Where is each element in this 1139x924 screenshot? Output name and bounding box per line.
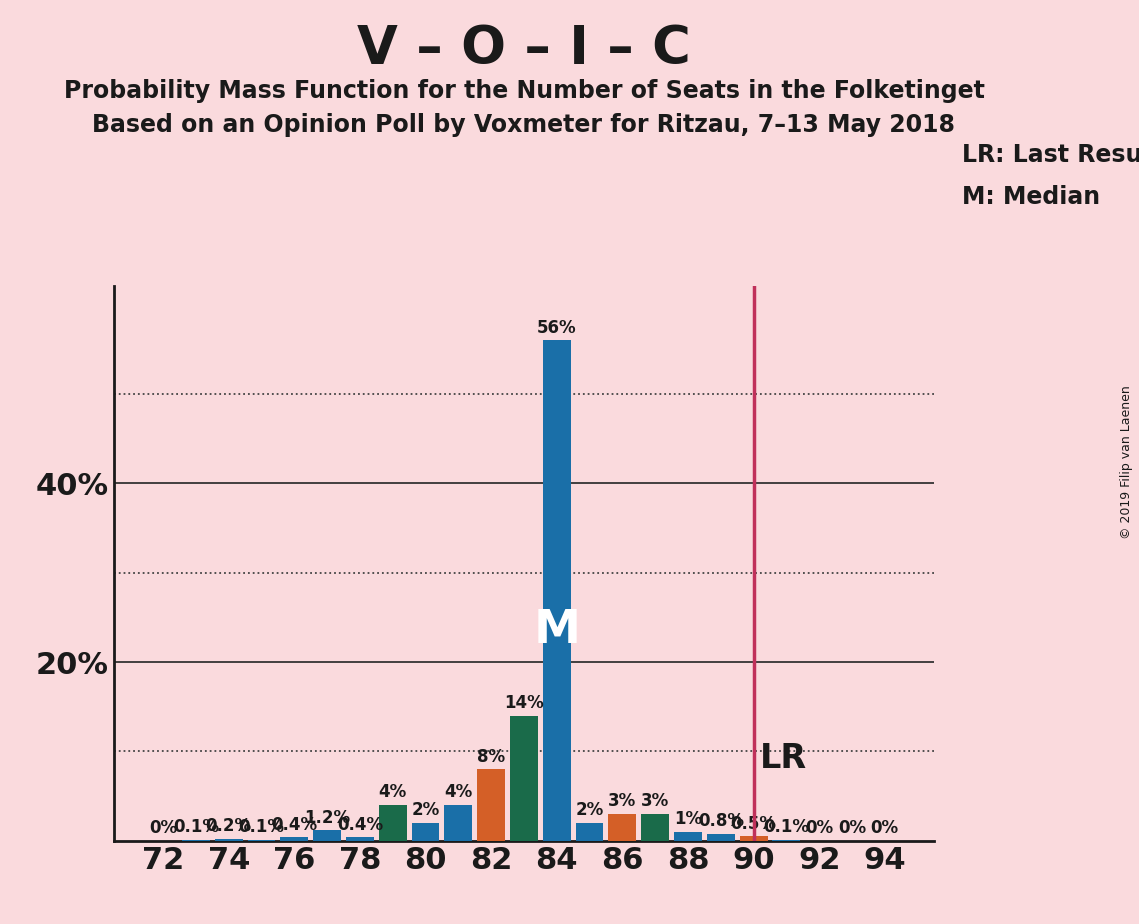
Bar xyxy=(280,837,309,841)
Text: 0%: 0% xyxy=(149,820,178,837)
Text: LR: LR xyxy=(760,742,808,775)
Text: 3%: 3% xyxy=(641,793,670,810)
Text: 0.1%: 0.1% xyxy=(763,819,810,836)
Text: Probability Mass Function for the Number of Seats in the Folketinget: Probability Mass Function for the Number… xyxy=(64,79,984,103)
Bar xyxy=(215,839,243,841)
Bar xyxy=(707,833,735,841)
Bar xyxy=(739,836,768,841)
Text: V – O – I – C: V – O – I – C xyxy=(357,23,691,75)
Bar xyxy=(641,814,669,841)
Bar xyxy=(575,823,604,841)
Text: 0.2%: 0.2% xyxy=(206,818,252,835)
Text: 0.4%: 0.4% xyxy=(271,816,318,833)
Bar xyxy=(313,830,341,841)
Text: © 2019 Filip van Laenen: © 2019 Filip van Laenen xyxy=(1121,385,1133,539)
Text: 8%: 8% xyxy=(477,748,506,766)
Text: 0.1%: 0.1% xyxy=(173,819,219,836)
Bar xyxy=(510,716,538,841)
Text: 4%: 4% xyxy=(444,784,473,801)
Bar xyxy=(346,837,374,841)
Text: 0.8%: 0.8% xyxy=(698,812,744,830)
Bar xyxy=(608,814,637,841)
Bar xyxy=(674,832,702,841)
Text: 4%: 4% xyxy=(378,784,407,801)
Text: 1.2%: 1.2% xyxy=(304,808,350,827)
Text: Based on an Opinion Poll by Voxmeter for Ritzau, 7–13 May 2018: Based on an Opinion Poll by Voxmeter for… xyxy=(92,113,956,137)
Text: 1%: 1% xyxy=(674,810,702,828)
Bar xyxy=(543,340,571,841)
Text: 0%: 0% xyxy=(870,820,899,837)
Text: 0.1%: 0.1% xyxy=(238,819,285,836)
Bar xyxy=(379,805,407,841)
Text: 56%: 56% xyxy=(536,319,576,336)
Bar xyxy=(411,823,440,841)
Text: M: Median: M: Median xyxy=(962,185,1100,209)
Text: 0%: 0% xyxy=(838,820,866,837)
Text: M: M xyxy=(533,608,580,653)
Text: 2%: 2% xyxy=(411,801,440,820)
Text: 3%: 3% xyxy=(608,793,637,810)
Text: 0.5%: 0.5% xyxy=(730,815,777,833)
Bar xyxy=(477,770,505,841)
Text: 0.4%: 0.4% xyxy=(337,816,383,833)
Text: 14%: 14% xyxy=(505,694,543,712)
Text: 2%: 2% xyxy=(575,801,604,820)
Bar xyxy=(444,805,473,841)
Text: LR: Last Result: LR: Last Result xyxy=(962,143,1139,167)
Text: 0%: 0% xyxy=(805,820,834,837)
